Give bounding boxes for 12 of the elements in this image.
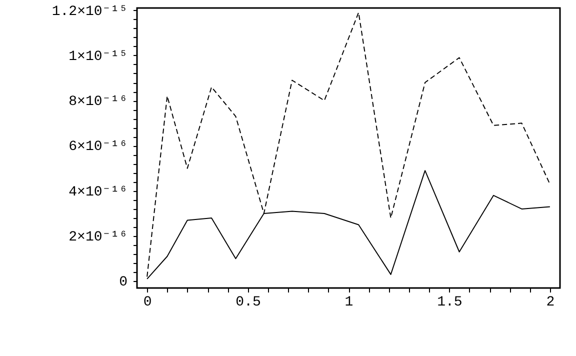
y-tick-label: 1×10⁻¹⁵: [68, 48, 128, 65]
y-tick-label: 2×10⁻¹⁶: [68, 230, 128, 246]
y-tick-label: 4×10⁻¹⁶: [68, 184, 128, 200]
x-tick-label: 0.5: [236, 294, 261, 310]
y-tick-label: 0: [119, 274, 128, 291]
x-tick-label: 2: [546, 294, 555, 310]
x-tick-label: 0: [143, 294, 152, 310]
x-tick-label: 1.5: [437, 294, 462, 310]
y-tick-label: 8×10⁻¹⁶: [68, 94, 128, 110]
y-tick-label: 6×10⁻¹⁶: [68, 139, 128, 156]
x-tick-label: 1: [344, 294, 354, 310]
y-tick-label: 1.2×10⁻¹⁵: [52, 4, 128, 20]
